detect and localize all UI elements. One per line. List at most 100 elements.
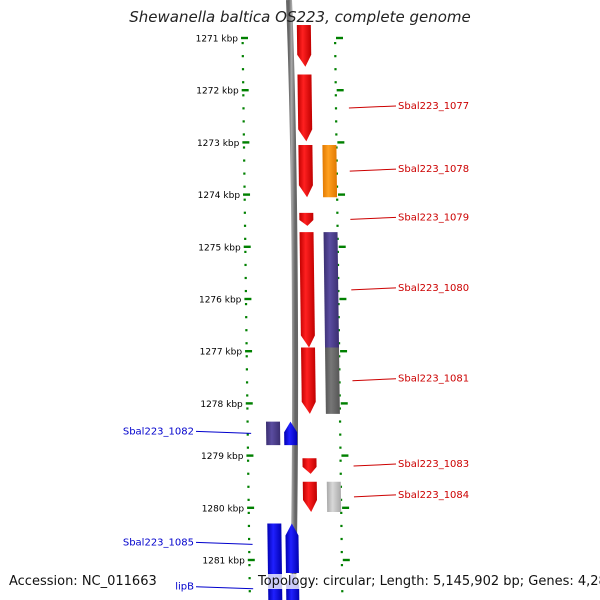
outer-dotted-track [335,172,338,175]
gene-arrow-sbal223-1081 [301,347,316,414]
gene-label-sbal223-1078: Sbal223_1078 [398,164,469,175]
axis-tick-mark [246,454,254,457]
inner-dotted-track [245,355,248,358]
axis-tick-label: 1277 kbp [200,348,243,358]
leader-line-sbal223-1082 [195,430,252,434]
outer-dotted-track [336,198,339,201]
feature-bar-sbal223-1082 [265,421,281,446]
genome-backbone [286,0,299,600]
inner-dotted-track [243,172,246,175]
feature-bar-sbal223-1084 [326,481,342,512]
axis-tick-mark-outer [340,402,348,405]
gene-label-sbal223-1083: Sbal223_1083 [398,459,469,470]
outer-dotted-track [339,498,343,501]
outer-dotted-track [334,68,337,71]
inner-dotted-track [244,263,247,267]
inner-dotted-track [242,133,245,136]
gene-label-sbal223-1081: Sbal223_1081 [398,374,469,385]
inner-dotted-track [242,146,246,149]
outer-dotted-track [339,446,342,449]
outer-dotted-track [335,146,338,149]
leader-line-sbal223-1078 [349,168,397,172]
outer-dotted-track [336,250,339,253]
outer-dotted-track [338,355,341,358]
genome-summary: Topology: circular; Length: 5,145,902 bp… [258,574,600,589]
gene-arrow-sbal223-1082 [284,421,298,446]
outer-dotted-track [338,394,341,397]
outer-dotted-track [337,289,340,293]
gene-label-sbal223-1082: Sbal223_1082 [123,426,194,437]
inner-dotted-track [247,472,250,475]
feature-bar-sbal223-1078 [322,145,338,198]
axis-tick-mark [247,558,255,562]
inner-dotted-track [248,564,251,567]
leader-line-sbal223-1081 [352,378,397,382]
gene-label-sbal223-1084: Sbal223_1084 [398,490,469,501]
outer-dotted-track [340,537,343,541]
inner-dotted-track [248,590,251,593]
outer-dotted-track [335,159,338,162]
outer-dotted-track [335,185,339,188]
outer-dotted-track [340,564,344,567]
inner-dotted-track [247,485,250,488]
axis-tick-label: 1273 kbp [197,139,240,149]
inner-dotted-track [247,498,250,501]
outer-dotted-track [338,368,341,371]
axis-tick-label: 1276 kbp [199,296,242,306]
axis-tick-mark-outer [338,245,346,248]
axis-tick-mark-outer [341,454,349,457]
inner-dotted-track [243,224,247,227]
inner-dotted-track [243,198,246,201]
accession-label: Accession: NC_011663 [9,574,157,589]
inner-dotted-track [243,159,246,162]
gene-arrow-partial [296,24,312,67]
inner-dotted-track [242,120,245,123]
inner-dotted-track [247,524,251,528]
gene-label-sbal223-1079: Sbal223_1079 [398,212,469,223]
axis-tick-mark-outer [336,89,344,92]
axis-tick-mark-outer [339,297,347,301]
outer-dotted-track [341,590,344,593]
axis-tick-mark-outer [340,350,348,353]
leader-line-sbal223-1079 [350,216,397,220]
inner-dotted-track [246,394,249,397]
axis-tick-mark-outer [342,506,350,509]
inner-dotted-track [245,316,248,319]
inner-dotted-track [245,368,248,371]
feature-bar-sbal223-1085 [267,523,282,574]
leader-line-sbal223-1077 [348,105,397,109]
inner-dotted-track [247,537,251,541]
feature-bar-sbal223-1080 [323,232,340,348]
axis-tick-mark [245,402,253,405]
axis-tick-mark [243,193,251,196]
outer-dotted-track [339,485,343,488]
gene-arrow-sbal223-1085 [285,523,299,574]
outer-dotted-track [337,303,340,306]
inner-dotted-track [248,550,251,554]
axis-tick-mark-outer [337,141,345,144]
axis-tick-label: 1272 kbp [196,87,239,97]
outer-dotted-track [340,524,343,528]
outer-dotted-track [334,55,337,58]
inner-dotted-track [248,577,251,580]
axis-tick-mark-outer [342,558,350,562]
inner-dotted-track [244,237,247,240]
axis-tick-mark-outer [336,36,343,40]
inner-dotted-track [242,81,245,84]
outer-dotted-track [340,550,343,554]
inner-dotted-track [241,68,245,71]
inner-dotted-track [244,303,248,306]
outer-dotted-track [335,133,338,136]
inner-dotted-track [245,381,249,384]
outer-dotted-track [334,42,337,45]
outer-dotted-track [339,459,342,462]
outer-dotted-track [340,511,343,514]
leader-line-sbal223-1085 [195,541,253,545]
axis-tick-mark [241,36,248,40]
outer-dotted-track [338,407,342,410]
outer-dotted-track [334,94,337,97]
inner-dotted-track [245,342,248,345]
gene-arrow-sbal223-1084 [302,481,318,512]
axis-tick-mark [247,506,255,509]
